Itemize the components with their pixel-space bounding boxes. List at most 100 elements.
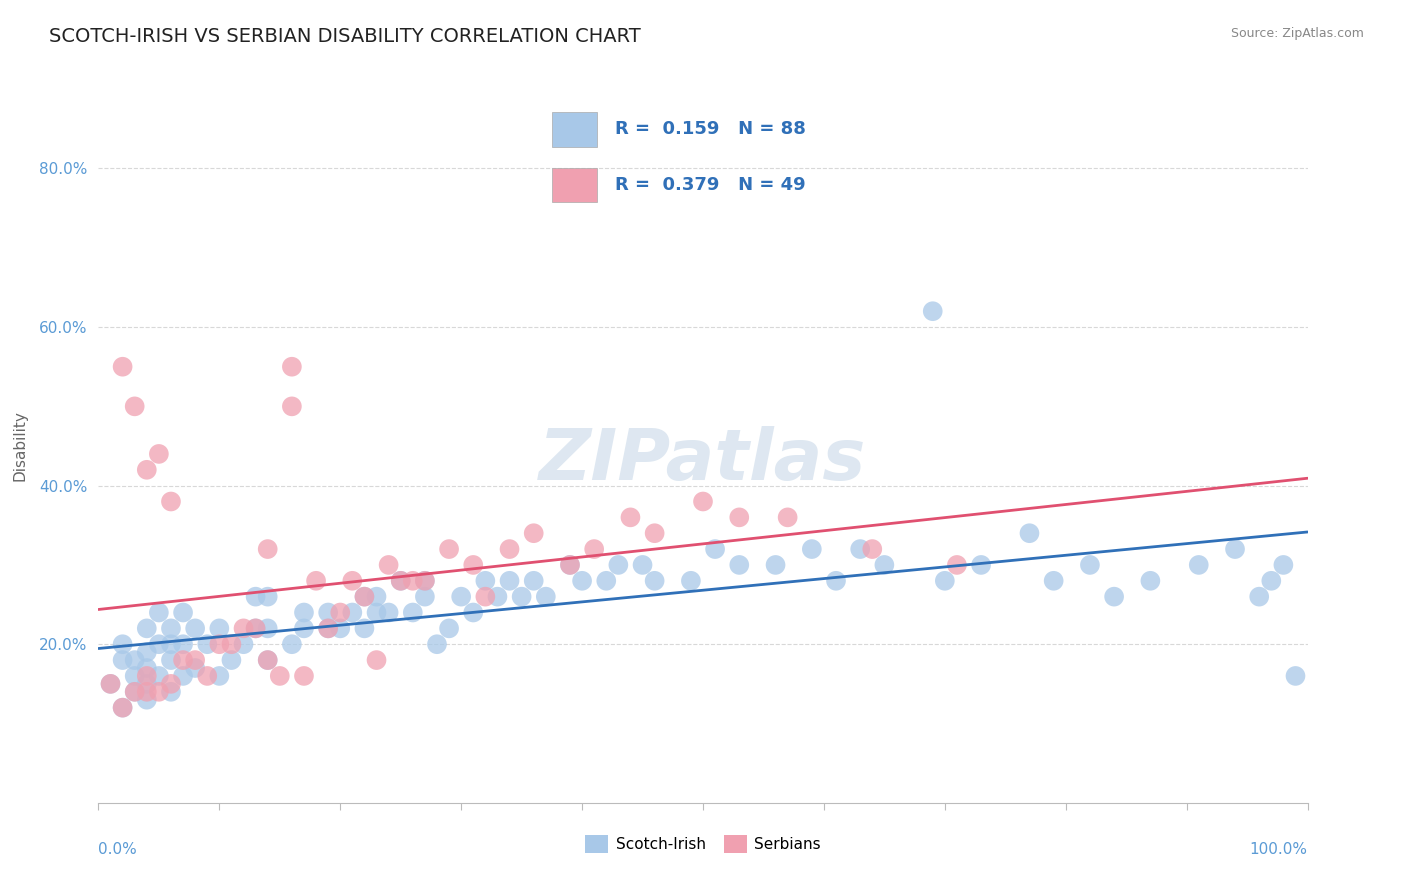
Text: R =  0.159   N = 88: R = 0.159 N = 88 (616, 120, 806, 138)
Point (377, 606, 399, 620)
Point (353, 621, 375, 635)
Point (172, 606, 194, 620)
Point (413, 590, 436, 604)
Point (1042, 574, 1064, 588)
Point (111, 637, 134, 651)
Point (571, 574, 593, 588)
Point (873, 558, 896, 572)
Point (389, 574, 412, 588)
Point (1249, 590, 1271, 604)
Point (316, 621, 339, 635)
Point (377, 558, 399, 572)
Point (184, 661, 207, 675)
Point (195, 669, 218, 683)
Point (800, 542, 823, 557)
Point (1188, 558, 1211, 572)
Point (111, 700, 134, 714)
Point (534, 590, 557, 604)
Point (402, 574, 425, 588)
Point (934, 574, 956, 588)
Point (1139, 574, 1161, 588)
Point (256, 653, 278, 667)
Point (353, 590, 375, 604)
Point (316, 606, 339, 620)
Point (135, 645, 157, 659)
Point (281, 637, 304, 651)
Point (558, 558, 581, 572)
Point (172, 637, 194, 651)
Y-axis label: Disability: Disability (13, 410, 28, 482)
Point (269, 669, 291, 683)
Point (184, 653, 207, 667)
Point (232, 621, 254, 635)
Point (644, 574, 666, 588)
Point (256, 653, 278, 667)
Point (463, 606, 485, 620)
Point (849, 542, 872, 557)
Point (292, 621, 315, 635)
Point (135, 677, 157, 691)
Point (426, 637, 449, 651)
Point (970, 558, 993, 572)
Point (221, 653, 243, 667)
FancyBboxPatch shape (553, 168, 598, 202)
Point (498, 542, 520, 557)
Text: R =  0.379   N = 49: R = 0.379 N = 49 (616, 176, 806, 194)
Point (160, 494, 183, 508)
Point (498, 574, 520, 588)
Point (329, 621, 352, 635)
Point (366, 653, 388, 667)
Point (100, 677, 122, 691)
Point (111, 700, 134, 714)
Point (825, 574, 848, 588)
Point (160, 685, 183, 699)
Point (450, 590, 472, 604)
Point (305, 574, 328, 588)
Point (292, 606, 315, 620)
Point (245, 590, 267, 604)
Point (329, 606, 352, 620)
Point (208, 637, 231, 651)
Point (1260, 574, 1282, 588)
Point (316, 621, 339, 635)
Point (607, 558, 630, 572)
Point (148, 685, 170, 699)
Point (124, 669, 146, 683)
Point (595, 574, 617, 588)
Point (208, 669, 231, 683)
Point (342, 574, 364, 588)
Point (463, 558, 485, 572)
Point (292, 669, 315, 683)
Point (148, 669, 170, 683)
Point (366, 606, 388, 620)
FancyBboxPatch shape (553, 112, 598, 147)
Point (437, 542, 460, 557)
Point (148, 606, 170, 620)
Point (232, 637, 254, 651)
Point (1272, 558, 1295, 572)
Point (1018, 526, 1040, 541)
Point (135, 661, 157, 675)
Point (160, 677, 183, 691)
Point (523, 574, 546, 588)
Point (111, 653, 134, 667)
Point (172, 653, 194, 667)
Point (776, 510, 799, 524)
Point (148, 447, 170, 461)
Point (1284, 669, 1306, 683)
Point (946, 558, 969, 572)
Point (221, 637, 243, 651)
Point (631, 558, 654, 572)
Point (124, 685, 146, 699)
Point (486, 590, 509, 604)
Point (256, 542, 278, 557)
Point (342, 606, 364, 620)
Point (692, 494, 714, 508)
Point (184, 621, 207, 635)
Point (523, 526, 546, 541)
Point (160, 637, 183, 651)
Point (124, 653, 146, 667)
Point (124, 400, 146, 414)
Point (474, 574, 496, 588)
Text: 0.0%: 0.0% (98, 842, 138, 857)
